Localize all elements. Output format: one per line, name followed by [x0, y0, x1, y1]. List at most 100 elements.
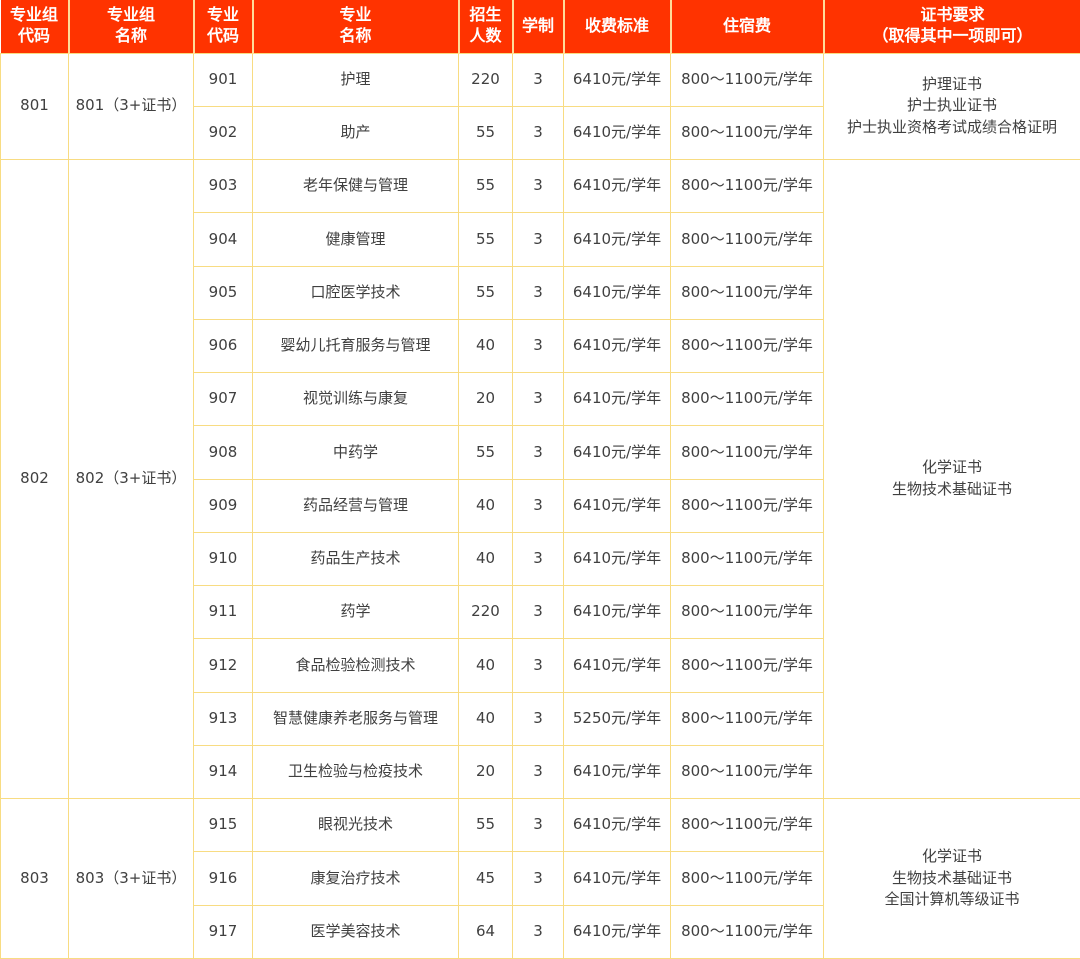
accommodation-cell: 800～1100元/学年 [670, 744, 824, 800]
enrollment-cell: 55 [458, 797, 513, 853]
enrollment-cell: 55 [458, 265, 513, 320]
enrollment-cell: 55 [458, 105, 513, 161]
tuition-cell: 6410元/学年 [563, 744, 671, 800]
major-code-cell: 906 [193, 318, 253, 374]
enrollment-cell: 20 [458, 744, 513, 800]
major-code-cell: 902 [193, 105, 253, 161]
table-row: 906 婴幼儿托育服务与管理 40 3 6410元/学年 800～1100元/学… [1, 318, 1080, 374]
accommodation-cell: 800～1100元/学年 [670, 212, 824, 267]
enrollment-cell: 45 [458, 851, 513, 906]
duration-cell: 3 [512, 904, 564, 959]
major-code-cell: 911 [193, 584, 253, 640]
major-code-cell: 907 [193, 371, 253, 427]
major-code-cell: 908 [193, 425, 253, 480]
major-name-cell: 护理 [252, 52, 459, 107]
duration-cell: 3 [512, 52, 564, 107]
major-name-cell: 老年保健与管理 [252, 158, 459, 214]
major-name-cell: 卫生检验与检疫技术 [252, 744, 459, 800]
header-certificates: 证书要求 （取得其中一项即可） [822, 0, 1080, 54]
table-row: 803 803（3+证书） 915 眼视光技术 55 3 6410元/学年 80… [0, 797, 1080, 959]
duration-cell: 3 [512, 371, 564, 427]
major-code-cell: 917 [193, 904, 253, 959]
enrollment-cell: 40 [458, 638, 513, 693]
header-major-code: 专业 代码 [192, 0, 254, 54]
enrollment-cell: 40 [458, 478, 513, 533]
accommodation-cell: 800～1100元/学年 [670, 265, 824, 320]
tuition-cell: 6410元/学年 [563, 531, 671, 587]
header-group-name: 专业组 名称 [67, 0, 195, 54]
major-name-cell: 健康管理 [252, 212, 459, 267]
major-code-cell: 903 [193, 158, 253, 214]
group-name-cell: 801（3+证书） [68, 52, 194, 160]
accommodation-cell: 800～1100元/学年 [670, 531, 824, 587]
tuition-cell: 6410元/学年 [563, 425, 671, 480]
accommodation-cell: 800～1100元/学年 [670, 691, 824, 746]
major-name-cell: 药品生产技术 [252, 531, 459, 587]
accommodation-cell: 800～1100元/学年 [670, 904, 824, 959]
header-major-name: 专业 名称 [251, 0, 460, 54]
table-row: 908 中药学 55 3 6410元/学年 800～1100元/学年 [1, 425, 1080, 480]
duration-cell: 3 [512, 531, 564, 587]
tuition-cell: 6410元/学年 [563, 265, 671, 320]
certificates-cell: 化学证书 生物技术基础证书 [823, 159, 1080, 799]
duration-cell: 3 [512, 744, 564, 800]
major-code-cell: 916 [193, 851, 253, 906]
major-code-cell: 905 [193, 265, 253, 320]
major-code-cell: 910 [193, 531, 253, 587]
header-enrollment: 招生 人数 [457, 0, 514, 54]
tuition-cell: 6410元/学年 [563, 212, 671, 267]
tuition-cell: 6410元/学年 [563, 584, 671, 640]
enrollment-cell: 220 [458, 52, 513, 107]
enrollment-cell: 40 [458, 318, 513, 374]
table-row: 905 口腔医学技术 55 3 6410元/学年 800～1100元/学年 [1, 265, 1080, 320]
enrollment-cell: 20 [458, 371, 513, 427]
tuition-cell: 6410元/学年 [563, 638, 671, 693]
duration-cell: 3 [512, 105, 564, 161]
duration-cell: 3 [512, 265, 564, 320]
duration-cell: 3 [512, 478, 564, 533]
group-code-cell: 803 [0, 798, 69, 959]
major-name-cell: 智慧健康养老服务与管理 [252, 691, 459, 746]
accommodation-cell: 800～1100元/学年 [670, 318, 824, 374]
accommodation-cell: 800～1100元/学年 [670, 158, 824, 214]
accommodation-cell: 800～1100元/学年 [670, 797, 824, 853]
header-row: 专业组 代码 专业组 名称 专业 代码 专业 名称 招生 人数 学制 收费标准 … [0, 0, 1080, 54]
enrollment-cell: 40 [458, 531, 513, 587]
table-row: 911 药学 220 3 6410元/学年 800～1100元/学年 [1, 584, 1080, 640]
major-name-cell: 中药学 [252, 425, 459, 480]
major-code-cell: 914 [193, 744, 253, 800]
duration-cell: 3 [512, 691, 564, 746]
tuition-cell: 6410元/学年 [563, 371, 671, 427]
header-tuition: 收费标准 [562, 0, 672, 54]
duration-cell: 3 [512, 851, 564, 906]
table-row: 802 802（3+证书） 903 老年保健与管理 55 3 6410元/学年 … [0, 158, 1080, 799]
duration-cell: 3 [512, 158, 564, 214]
table-row: 904 健康管理 55 3 6410元/学年 800～1100元/学年 [1, 212, 1080, 267]
group-name-cell: 803（3+证书） [68, 798, 194, 959]
enrollment-cell: 64 [458, 904, 513, 959]
major-code-cell: 915 [193, 797, 253, 853]
tuition-cell: 6410元/学年 [563, 904, 671, 959]
major-name-cell: 口腔医学技术 [252, 265, 459, 320]
duration-cell: 3 [512, 638, 564, 693]
duration-cell: 3 [512, 584, 564, 640]
tuition-cell: 6410元/学年 [563, 797, 671, 853]
table-row: 917 医学美容技术 64 3 6410元/学年 800～1100元/学年 [1, 904, 1080, 959]
accommodation-cell: 800～1100元/学年 [670, 851, 824, 906]
major-name-cell: 药品经营与管理 [252, 478, 459, 533]
header-duration: 学制 [511, 0, 565, 54]
tuition-cell: 5250元/学年 [563, 691, 671, 746]
table-row: 902 助产 55 3 6410元/学年 800～1100元/学年 [1, 105, 1080, 161]
header-accommodation: 住宿费 [669, 0, 825, 54]
major-name-cell: 食品检验检测技术 [252, 638, 459, 693]
tuition-cell: 6410元/学年 [563, 105, 671, 161]
enrollment-cell: 55 [458, 425, 513, 480]
major-name-cell: 婴幼儿托育服务与管理 [252, 318, 459, 374]
major-code-cell: 913 [193, 691, 253, 746]
accommodation-cell: 800～1100元/学年 [670, 638, 824, 693]
accommodation-cell: 800～1100元/学年 [670, 371, 824, 427]
tuition-cell: 6410元/学年 [563, 478, 671, 533]
accommodation-cell: 800～1100元/学年 [670, 52, 824, 107]
tuition-cell: 6410元/学年 [563, 851, 671, 906]
group-code-cell: 802 [0, 159, 69, 799]
